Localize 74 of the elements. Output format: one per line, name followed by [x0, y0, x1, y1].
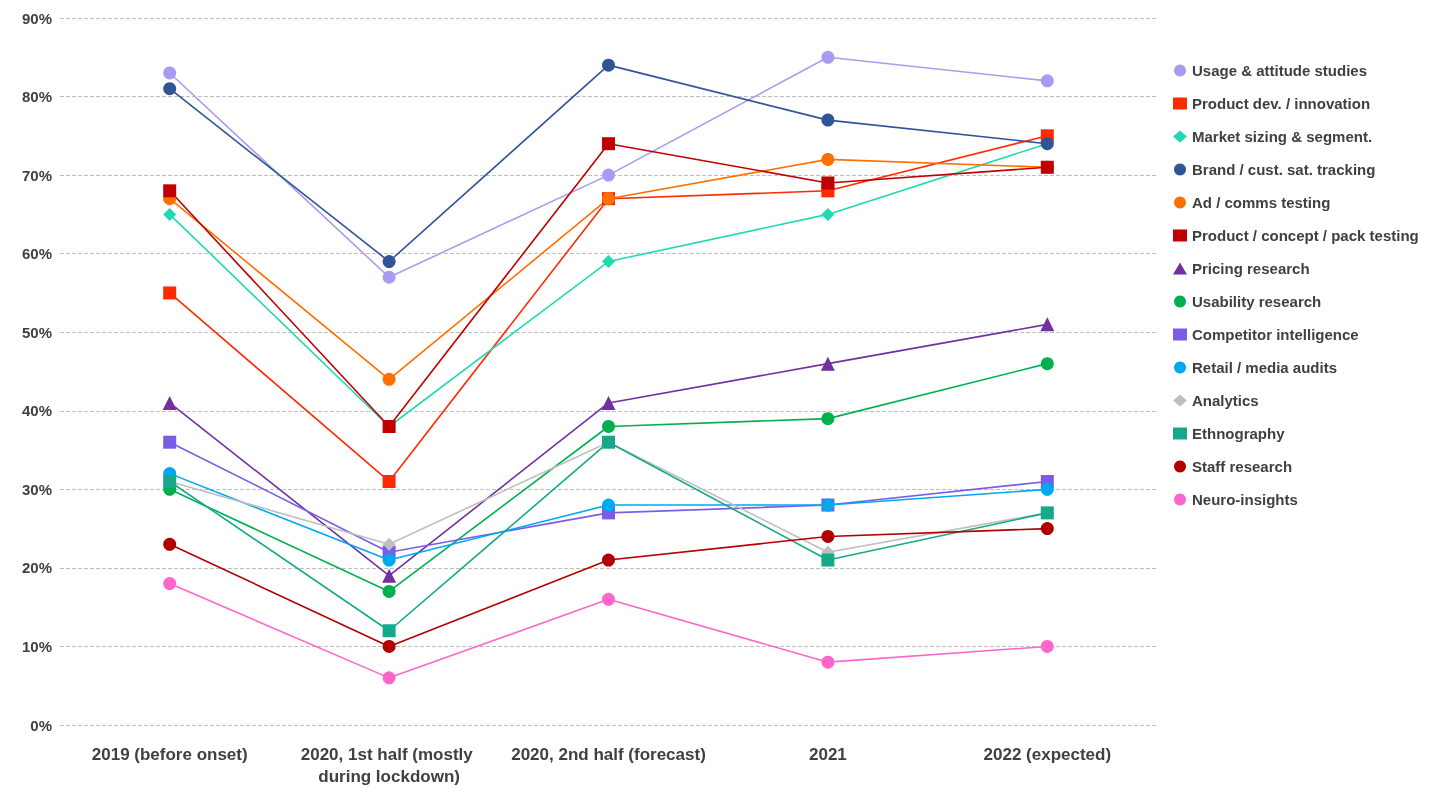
point [821, 50, 835, 64]
y-tick-label: 80% [21, 88, 52, 106]
point [1040, 482, 1054, 496]
point [821, 207, 835, 221]
point [163, 435, 177, 449]
point [163, 207, 177, 221]
point [382, 270, 396, 284]
point [602, 553, 615, 567]
point [602, 498, 615, 512]
point [821, 113, 835, 127]
legend-label: Analytics [1192, 392, 1259, 409]
legend-label: Staff research [1192, 458, 1293, 475]
point [602, 58, 615, 72]
point [821, 655, 835, 669]
point [382, 671, 396, 685]
y-tick-label: 30% [21, 480, 52, 498]
point [163, 577, 177, 591]
point [382, 474, 396, 488]
point [382, 553, 396, 567]
point [821, 553, 835, 567]
y-tick-label: 40% [21, 402, 52, 420]
x-tick-label: 2020, 1st half (mostly during lockdown) [300, 744, 478, 786]
point [162, 395, 177, 410]
y-tick-label: 10% [21, 637, 52, 655]
point [821, 176, 835, 190]
x-tick-label: 2022 (expected) [983, 744, 1112, 764]
legend-label: Retail / media audits [1192, 359, 1338, 376]
point [820, 356, 835, 371]
legend-label: Competitor intelligence [1192, 326, 1359, 343]
legend-label: Ethnography [1192, 425, 1286, 442]
point [163, 82, 177, 96]
point [602, 168, 615, 182]
legend-label: Product / concept / pack testing [1192, 227, 1419, 244]
y-tick-label: 60% [21, 245, 52, 263]
legend-label: Usability research [1192, 293, 1322, 310]
point [382, 584, 396, 598]
y-tick-label: 50% [21, 323, 52, 341]
point [821, 529, 835, 543]
point [382, 639, 396, 653]
point [382, 255, 396, 269]
legend-label: Ad / comms testing [1192, 194, 1331, 211]
point [821, 152, 835, 166]
point [601, 395, 616, 410]
x-tick-label: 2021 [808, 744, 847, 764]
point [1040, 74, 1054, 88]
point [382, 568, 397, 583]
legend-label: Neuro-insights [1192, 491, 1298, 508]
point [163, 537, 177, 551]
legend-label: Product dev. / innovation [1192, 95, 1371, 112]
legend-label: Usage & attitude studies [1192, 62, 1368, 79]
point [602, 419, 615, 433]
x-tick-label: 2019 (before onset) [91, 744, 248, 764]
point [382, 372, 396, 386]
point [602, 592, 615, 606]
point [602, 255, 615, 269]
point [163, 66, 177, 80]
point [1040, 522, 1054, 536]
y-tick-label: 70% [21, 166, 52, 184]
point [382, 624, 396, 638]
point [821, 412, 835, 426]
point [602, 137, 615, 151]
y-tick-label: 90% [21, 9, 52, 27]
legend-label: Market sizing & segment. [1192, 128, 1373, 145]
point [382, 537, 396, 551]
point [163, 184, 177, 198]
x-tick-label: 2020, 2nd half (forecast) [511, 744, 706, 764]
legend-label: Brand / cust. sat. tracking [1192, 161, 1376, 178]
y-tick-label: 0% [30, 716, 52, 734]
point [163, 286, 177, 300]
point [1040, 317, 1055, 332]
y-tick-label: 20% [21, 559, 52, 577]
point [1040, 357, 1054, 371]
point [1040, 639, 1054, 653]
legend-label: Pricing research [1192, 260, 1310, 277]
